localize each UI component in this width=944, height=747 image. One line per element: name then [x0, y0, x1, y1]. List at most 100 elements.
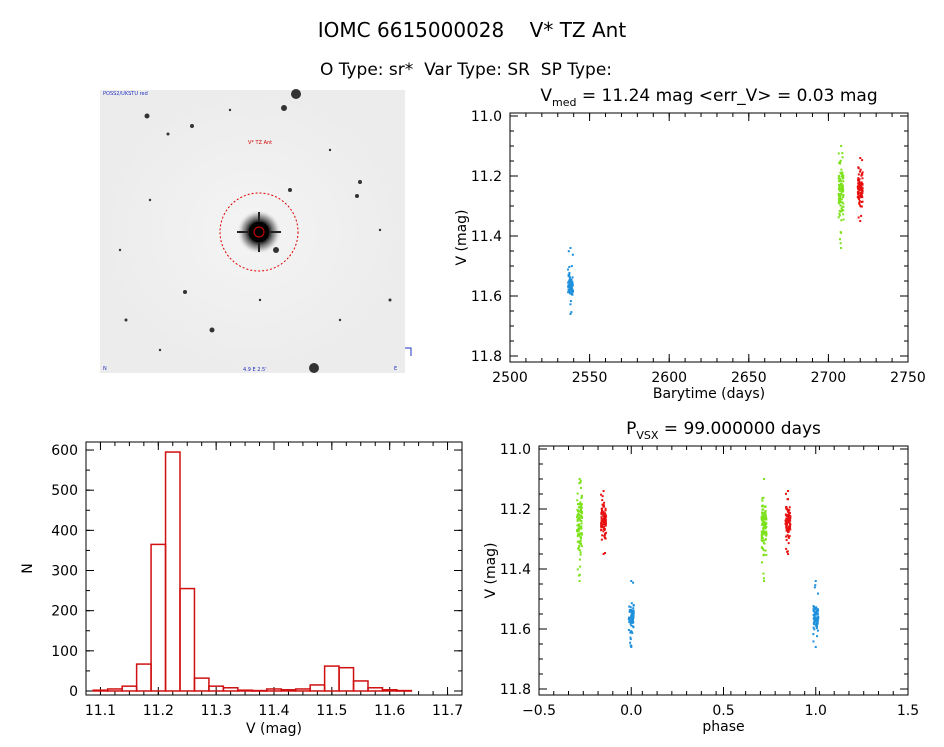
data-point: [568, 280, 571, 283]
x-tick-label: 2650: [731, 370, 767, 386]
data-point: [761, 561, 764, 564]
data-point: [812, 640, 815, 643]
data-point: [857, 178, 860, 181]
data-point: [858, 194, 861, 197]
data-point: [602, 510, 605, 513]
data-point: [581, 533, 584, 536]
data-point: [764, 521, 767, 524]
data-point: [861, 183, 864, 186]
data-point: [814, 584, 817, 587]
data-point: [632, 609, 635, 612]
data-point: [842, 202, 845, 205]
data-point: [861, 159, 864, 162]
data-point: [629, 622, 632, 625]
data-point: [628, 609, 631, 612]
plot-title: Vmed = 11.24 mag <err_V> = 0.03 mag: [540, 86, 877, 109]
data-point: [569, 286, 572, 289]
data-point: [761, 515, 764, 518]
data-point: [839, 242, 842, 245]
data-point: [765, 554, 768, 557]
data-point: [762, 554, 765, 557]
data-point: [841, 206, 844, 209]
data-point: [576, 519, 579, 522]
data-point: [842, 180, 845, 183]
data-point: [601, 495, 604, 498]
data-point: [581, 512, 584, 515]
histogram-bar: [164, 451, 181, 692]
data-point: [785, 521, 788, 524]
data-point: [602, 490, 605, 492]
plot-title-rest: = 99.000000 days: [658, 419, 821, 439]
data-point: [839, 162, 842, 165]
data-point: [631, 619, 634, 622]
data-point: [570, 278, 573, 281]
data-point: [787, 521, 790, 524]
data-point: [762, 572, 765, 575]
data-point: [838, 178, 841, 181]
data-point: [580, 504, 583, 507]
plot-title-rest: = 11.24 mag <err_V> = 0.03 mag: [576, 86, 877, 106]
data-point: [859, 183, 862, 186]
y-tick-label: 200: [51, 604, 78, 620]
data-point: [567, 291, 570, 294]
data-point: [813, 586, 816, 589]
data-point: [601, 534, 604, 537]
orientation-label-north: N: [103, 366, 107, 372]
x-tick-label: −0.5: [522, 703, 556, 719]
data-point: [569, 303, 572, 306]
data-point: [760, 530, 763, 533]
data-point: [628, 610, 631, 613]
data-point: [785, 527, 788, 530]
series-green: [760, 478, 768, 582]
data-point: [600, 538, 603, 541]
figure-subtitle: O Type: sr* Var Type: SR SP Type:: [320, 60, 612, 80]
data-point: [857, 167, 860, 170]
data-point: [785, 535, 788, 538]
data-point: [629, 631, 632, 634]
data-point: [786, 534, 789, 537]
data-point: [838, 214, 841, 217]
data-point: [576, 524, 579, 527]
data-point: [860, 193, 863, 196]
data-point: [842, 175, 845, 178]
data-point: [604, 509, 607, 512]
data-point: [816, 616, 819, 619]
data-point: [602, 514, 605, 517]
data-point: [840, 198, 843, 201]
data-point: [570, 283, 573, 286]
background-star: [258, 298, 262, 302]
data-point: [859, 168, 862, 171]
data-point: [857, 173, 860, 176]
scale-label: 4.9 E 2.5': [243, 367, 267, 373]
data-point: [785, 492, 788, 495]
orientation-label-east: E: [394, 366, 397, 372]
data-point: [628, 620, 631, 623]
data-point: [568, 290, 571, 293]
data-point: [603, 523, 606, 526]
y-tick-label: 11.4: [500, 562, 531, 578]
data-point: [764, 514, 767, 517]
data-point: [761, 536, 764, 539]
data-point: [579, 509, 582, 512]
data-point: [600, 509, 603, 512]
y-axis-label: V (mag): [483, 542, 499, 598]
data-point: [578, 580, 581, 582]
data-point: [762, 496, 765, 499]
data-point: [842, 213, 845, 216]
data-point: [837, 216, 840, 219]
data-point: [785, 547, 788, 550]
data-point: [629, 617, 632, 620]
data-point: [629, 606, 632, 609]
data-point: [576, 492, 579, 495]
data-point: [764, 527, 767, 530]
data-point: [630, 610, 633, 613]
data-point: [812, 614, 815, 617]
data-point: [761, 508, 764, 511]
data-point: [764, 516, 767, 519]
data-point: [631, 631, 634, 634]
y-tick-label: 300: [51, 564, 78, 580]
background-star: [338, 318, 342, 322]
data-point: [816, 618, 819, 621]
data-point: [816, 635, 819, 638]
data-point: [630, 602, 633, 605]
